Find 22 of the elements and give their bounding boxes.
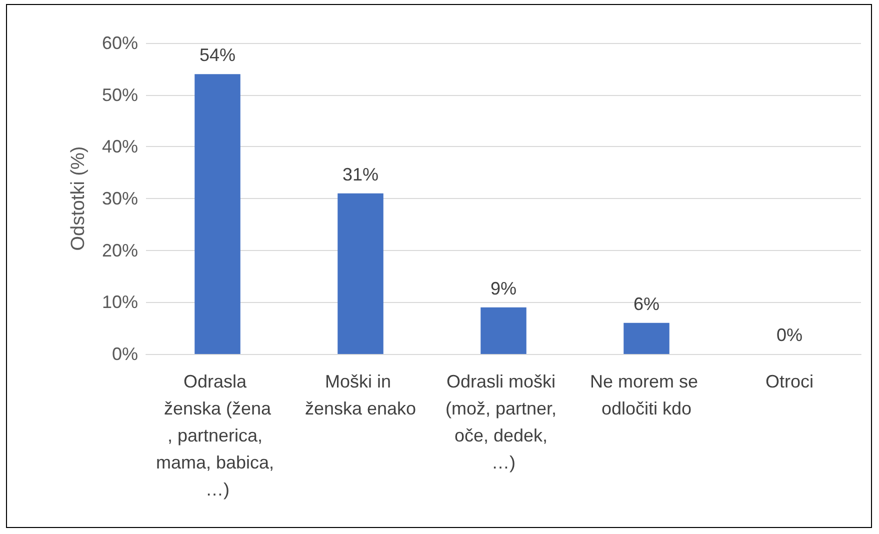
y-tick-label: 30% — [102, 188, 138, 208]
data-label: 54% — [199, 45, 236, 66]
bar — [624, 322, 670, 354]
data-label: 31% — [342, 164, 379, 184]
y-tick-label: 50% — [102, 84, 138, 105]
y-axis-title: Odstotki (%) — [68, 146, 89, 251]
x-tick-label: Otroci — [765, 372, 814, 392]
x-tick-label: Odrasla ženska (žena, partnerica, mama, babica, …) — [156, 372, 280, 500]
data-label: 6% — [633, 294, 660, 314]
data-label: 0% — [776, 325, 803, 345]
bar — [480, 307, 526, 354]
y-tick-label: 60% — [102, 33, 138, 53]
bar — [194, 74, 240, 354]
x-tick-label: Moški in ženska enako — [304, 372, 416, 418]
y-tick-label: 20% — [102, 240, 138, 260]
y-tick-label: 0% — [112, 344, 138, 364]
y-tick-label: 40% — [102, 136, 138, 157]
bar — [338, 193, 384, 354]
x-tick-label: Ne morem se odločiti kdo — [590, 372, 704, 418]
x-tick-label: Odrasli moški (mož, partner, oče, dedek, …) — [445, 372, 562, 472]
y-tick-label: 10% — [102, 292, 138, 312]
data-label: 9% — [490, 278, 517, 298]
